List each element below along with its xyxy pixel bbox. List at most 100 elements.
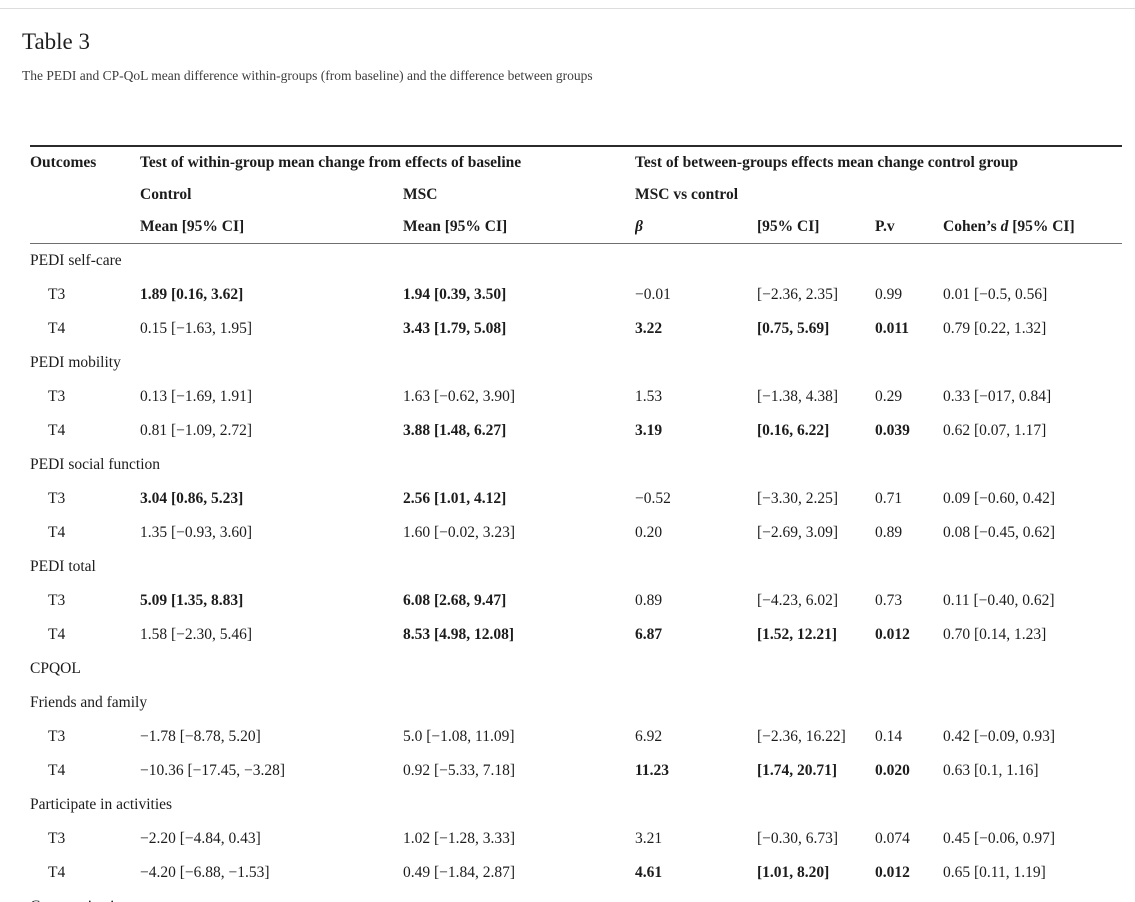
data-cell-beta: 0.20 (635, 524, 663, 542)
timepoint-cell: T4 (48, 626, 66, 644)
data-cell-ci: [0.75, 5.69] (757, 320, 830, 338)
data-cell-ci: [1.74, 20.71] (757, 762, 838, 780)
data-cell-ci: [−4.23, 6.02] (757, 592, 839, 610)
data-cell-pv: 0.71 (875, 490, 903, 508)
data-cell-msc-mean: 3.43 [1.79, 5.08] (403, 320, 507, 338)
data-cell-cohens-d: 0.11 [−0.40, 0.62] (943, 592, 1055, 610)
timepoint-cell: T3 (48, 592, 66, 610)
data-cell-ci: [1.52, 12.21] (757, 626, 838, 644)
data-cell-msc-mean: 0.49 [−1.84, 2.87] (403, 864, 516, 882)
section-row: PEDI self-care (30, 244, 1122, 279)
data-cell-pv: 0.012 (875, 626, 910, 644)
data-cell-control-mean: 1.58 [−2.30, 5.46] (140, 626, 253, 644)
data-cell-control-mean: 0.13 [−1.69, 1.91] (140, 388, 253, 406)
table-row: T4 −10.36 [−17.45, −3.28] 0.92 [−5.33, 7.1… (30, 754, 1122, 788)
data-cell-control-mean: 0.81 [−1.09, 2.72] (140, 422, 253, 440)
data-cell-msc-mean: 1.94 [0.39, 3.50] (403, 286, 507, 304)
data-cell-beta: −0.52 (635, 490, 671, 508)
data-cell-control-mean: −10.36 [−17.45, −3.28] (140, 762, 286, 780)
data-cell-pv: 0.89 (875, 524, 903, 542)
section-label: Communication (30, 890, 1122, 902)
data-cell-control-mean: 0.15 [−1.63, 1.95] (140, 320, 253, 338)
section-row: Participate in activities (30, 788, 1122, 822)
data-cell-beta: 3.19 (635, 422, 663, 440)
data-cell-cohens-d: 0.65 [0.11, 1.19] (943, 864, 1046, 882)
timepoint-cell: T4 (48, 524, 66, 542)
data-cell-cohens-d: 0.70 [0.14, 1.23] (943, 626, 1047, 644)
data-cell-msc-mean: 0.92 [−5.33, 7.18] (403, 762, 516, 780)
table-row: T4 −4.20 [−6.88, −1.53] 0.49 [−1.84, 2.87]… (30, 856, 1122, 890)
data-cell-ci: [−2.69, 3.09] (757, 524, 839, 542)
table-row: T4 0.81 [−1.09, 2.72] 3.88 [1.48, 6.27] 3.1… (30, 414, 1122, 448)
data-cell-ci: [−2.36, 2.35] (757, 286, 839, 304)
section-row: PEDI social function (30, 448, 1122, 482)
table-row: T4 1.35 [−0.93, 3.60] 1.60 [−0.02, 3.23] 0.… (30, 516, 1122, 550)
table-row: T4 0.15 [−1.63, 1.95] 3.43 [1.79, 5.08] 3.2… (30, 312, 1122, 346)
data-cell-beta: 0.89 (635, 592, 663, 610)
data-cell-pv: 0.039 (875, 422, 910, 440)
data-cell-beta: 3.21 (635, 830, 663, 848)
data-cell-ci: [−2.36, 16.22] (757, 728, 846, 746)
header-cohens-d: Cohen’s d [95% CI] (943, 218, 1075, 236)
table-caption: The PEDI and CP-QoL mean difference with… (22, 68, 593, 84)
header-row-2: Control MSC MSC vs control (30, 179, 1122, 211)
results-table: Outcomes Test of within-group mean chang… (30, 145, 1123, 902)
data-cell-control-mean: −4.20 [−6.88, −1.53] (140, 864, 270, 882)
data-cell-beta: 4.61 (635, 864, 663, 882)
data-cell-beta: −0.01 (635, 286, 671, 304)
page-top-divider (0, 8, 1135, 9)
section-label: PEDI mobility (30, 354, 121, 372)
data-cell-msc-mean: 1.02 [−1.28, 3.33] (403, 830, 516, 848)
header-beta: β (635, 211, 757, 244)
data-cell-pv: 0.73 (875, 592, 903, 610)
data-cell-beta: 3.22 (635, 320, 663, 338)
data-cell-pv: 0.29 (875, 388, 903, 406)
section-label: PEDI self-care (30, 252, 122, 270)
header-msc: MSC (403, 186, 438, 204)
table-row: T3 −2.20 [−4.84, 0.43] 1.02 [−1.28, 3.33] 3… (30, 822, 1122, 856)
data-cell-control-mean: 5.09 [1.35, 8.83] (140, 592, 244, 610)
table-row: T3 3.04 [0.86, 5.23] 2.56 [1.01, 4.12] −0.5… (30, 482, 1122, 516)
section-label: Friends and family (30, 694, 148, 712)
timepoint-cell: T4 (48, 762, 66, 780)
section-row: CPQOL (30, 652, 1122, 686)
timepoint-cell: T4 (48, 864, 66, 882)
data-cell-msc-mean: 1.60 [−0.02, 3.23] (403, 524, 516, 542)
section-label: CPQOL (30, 660, 81, 678)
table-title: Table 3 (22, 29, 91, 54)
data-cell-cohens-d: 0.01 [−0.5, 0.56] (943, 286, 1048, 304)
timepoint-cell: T3 (48, 728, 66, 746)
section-row: Communication (30, 890, 1122, 902)
data-cell-msc-mean: 1.63 [−0.62, 3.90] (403, 388, 516, 406)
section-row: PEDI total (30, 550, 1122, 584)
data-cell-pv: 0.14 (875, 728, 903, 746)
data-cell-ci: [1.01, 8.20] (757, 864, 830, 882)
section-label: Participate in activities (30, 796, 173, 814)
beta-symbol: β (635, 218, 643, 236)
data-cell-pv: 0.074 (875, 830, 910, 848)
data-cell-cohens-d: 0.45 [−0.06, 0.97] (943, 830, 1056, 848)
data-cell-cohens-d: 0.42 [−0.09, 0.93] (943, 728, 1056, 746)
section-label: PEDI social function (30, 456, 161, 474)
data-cell-control-mean: −1.78 [−8.78, 5.20] (140, 728, 261, 746)
header-control: Control (140, 186, 192, 204)
cohens-d-symbol: d (1000, 218, 1009, 236)
data-cell-msc-mean: 5.0 [−1.08, 11.09] (403, 728, 515, 746)
data-cell-control-mean: 1.35 [−0.93, 3.60] (140, 524, 253, 542)
data-cell-beta: 11.23 (635, 762, 670, 780)
header-outcomes: Outcomes (30, 154, 97, 172)
timepoint-cell: T4 (48, 320, 66, 338)
data-cell-msc-mean: 3.88 [1.48, 6.27] (403, 422, 507, 440)
header-ci: [95% CI] (757, 218, 820, 236)
data-cell-control-mean: −2.20 [−4.84, 0.43] (140, 830, 261, 848)
table-row: T3 5.09 [1.35, 8.83] 6.08 [2.68, 9.47] 0.89… (30, 584, 1122, 618)
section-row: Friends and family (30, 686, 1122, 720)
header-between-groups-span: Test of between-groups effects mean chan… (635, 154, 1019, 172)
table-row: T3 1.89 [0.16, 3.62] 1.94 [0.39, 3.50] −0.0… (30, 278, 1122, 312)
header-mean-ci-control: Mean [95% CI] (140, 218, 245, 236)
header-row-3: Mean [95% CI] Mean [95% CI] β [95% CI] P… (30, 211, 1122, 244)
header-pv: P.v (875, 218, 895, 236)
table-row: T3 −1.78 [−8.78, 5.20] 5.0 [−1.08, 11.09] 6… (30, 720, 1122, 754)
data-cell-ci: [0.16, 6.22] (757, 422, 830, 440)
data-cell-beta: 6.92 (635, 728, 663, 746)
